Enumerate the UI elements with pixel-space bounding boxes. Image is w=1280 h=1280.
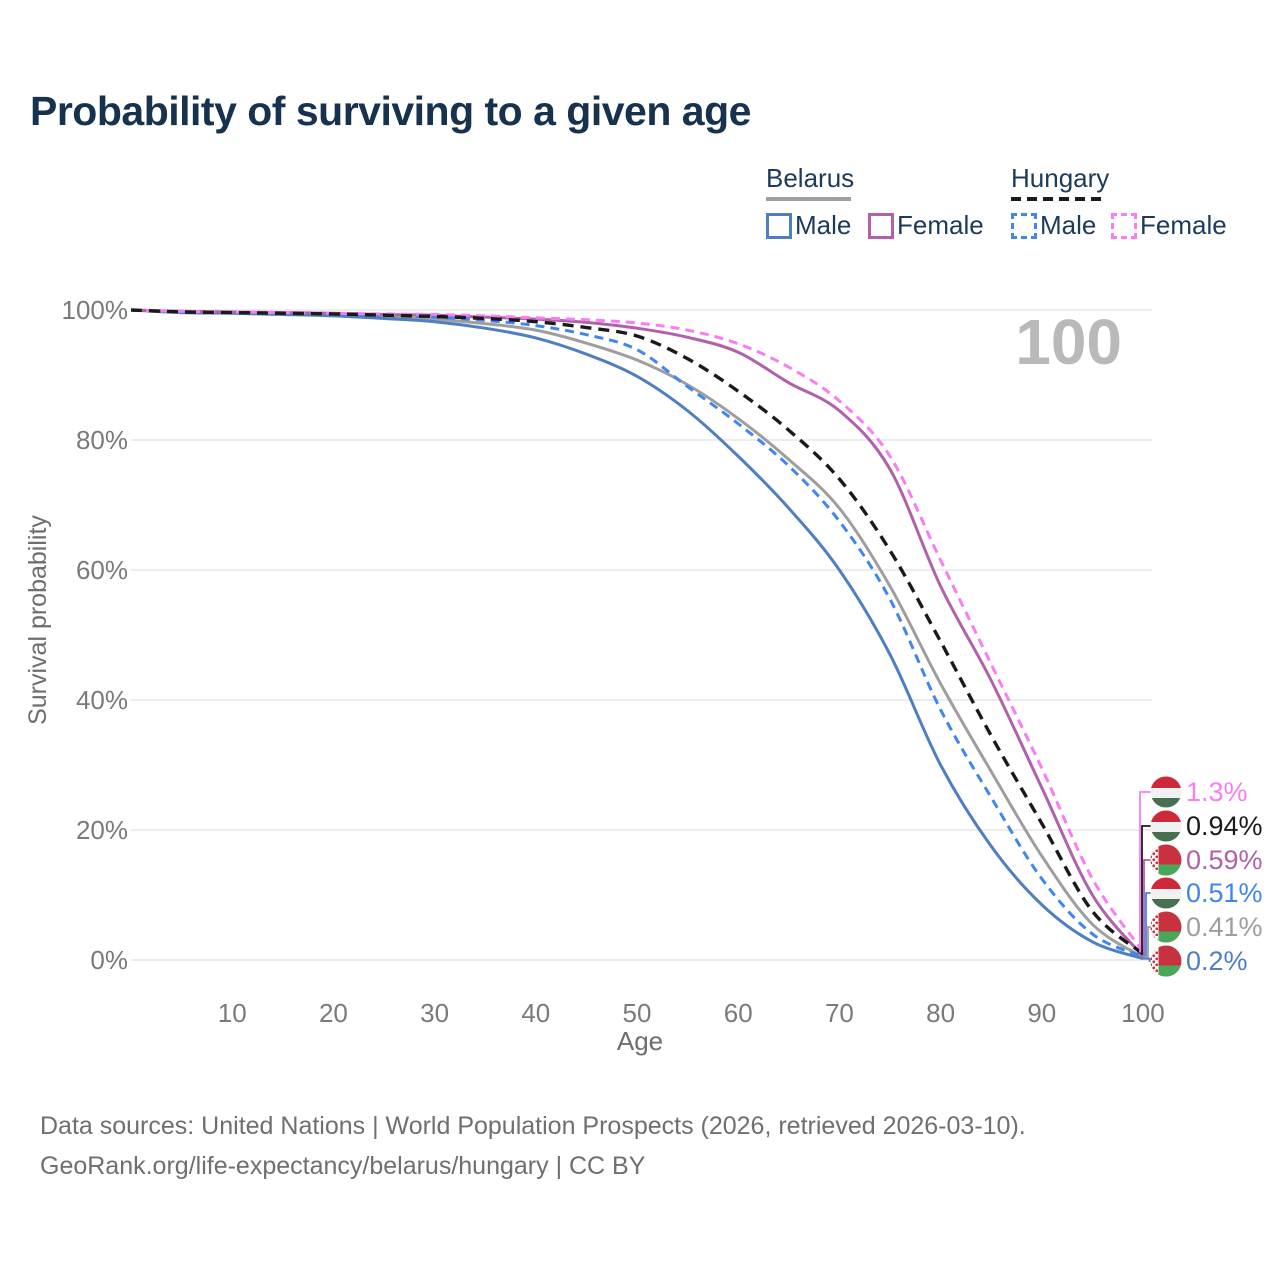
legend-item-belarus-female[interactable]: Female bbox=[868, 210, 984, 241]
end-label-connector bbox=[1143, 926, 1151, 959]
y-tick-label: 40% bbox=[76, 685, 128, 715]
footer: Data sources: United Nations | World Pop… bbox=[40, 1106, 1026, 1186]
hungary-line-sample bbox=[1011, 197, 1104, 201]
x-tick-label: 20 bbox=[319, 998, 348, 1028]
legend-group-hungary: Hungary Male Female bbox=[1011, 163, 1227, 241]
end-label-connector bbox=[1143, 957, 1151, 962]
survival-curve-hungary-male[interactable] bbox=[130, 308, 1144, 959]
hungary-flag-icon bbox=[1150, 776, 1182, 808]
y-tick-label: 80% bbox=[76, 425, 128, 455]
footer-attribution: GeoRank.org/life-expectancy/belarus/hung… bbox=[40, 1152, 646, 1180]
hungary-flag-icon bbox=[1150, 810, 1182, 842]
watermark: 100 bbox=[1015, 306, 1122, 378]
legend-country-belarus[interactable]: Belarus bbox=[766, 163, 855, 193]
x-tick-label: 100 bbox=[1121, 998, 1164, 1028]
page-title: Probability of surviving to a given age bbox=[30, 88, 751, 134]
y-tick-label: 20% bbox=[76, 815, 128, 845]
y-tick-label: 60% bbox=[76, 555, 128, 585]
survival-curve-hungary-female[interactable] bbox=[130, 308, 1145, 953]
end-label-value: 0.51% bbox=[1186, 878, 1263, 908]
x-tick-label: 40 bbox=[521, 998, 550, 1028]
x-tick-label: 30 bbox=[420, 998, 449, 1028]
end-label-value: 0.2% bbox=[1186, 946, 1248, 976]
survival-curve-belarus-female[interactable] bbox=[130, 308, 1145, 958]
x-tick-label: 70 bbox=[825, 998, 854, 1028]
legend-item-hungary-male[interactable]: Male bbox=[1011, 210, 1096, 241]
legend-group-belarus: Belarus Male Female bbox=[766, 163, 984, 241]
footer-sources: Data sources: United Nations | World Pop… bbox=[40, 1112, 1026, 1140]
x-tick-label: 80 bbox=[926, 998, 955, 1028]
belarus-male-swatch-icon bbox=[766, 212, 792, 239]
y-tick-label: 100% bbox=[62, 295, 129, 325]
legend-label-hungary-female: Female bbox=[1140, 210, 1227, 240]
end-label-value: 0.94% bbox=[1186, 811, 1263, 841]
belarus-flag-icon bbox=[1150, 945, 1182, 977]
end-label-value: 0.59% bbox=[1186, 845, 1263, 875]
end-label-value: 0.41% bbox=[1186, 912, 1263, 942]
hungary-flag-icon bbox=[1150, 877, 1182, 909]
x-tick-label: 10 bbox=[218, 998, 247, 1028]
x-tick-label: 50 bbox=[623, 998, 652, 1028]
y-tick-label: 0% bbox=[90, 945, 128, 975]
end-label-value: 1.3% bbox=[1186, 777, 1248, 807]
hungary-male-swatch-icon bbox=[1011, 212, 1037, 239]
end-label-connector bbox=[1143, 859, 1151, 958]
legend-label-belarus-female: Female bbox=[897, 210, 984, 240]
belarus-flag-icon bbox=[1150, 844, 1182, 876]
survival-curve-hungary-both-sexes[interactable] bbox=[130, 308, 1145, 956]
x-tick-label: 60 bbox=[724, 998, 753, 1028]
survival-curve-belarus-male[interactable] bbox=[130, 308, 1144, 961]
y-axis-title: Survival probability bbox=[24, 515, 52, 725]
belarus-female-swatch-icon bbox=[868, 212, 894, 239]
legend-label-belarus-male: Male bbox=[795, 210, 852, 240]
legend-country-hungary[interactable]: Hungary bbox=[1011, 163, 1110, 193]
survival-curve-belarus-both-sexes[interactable] bbox=[130, 308, 1144, 959]
x-axis-title: Age bbox=[617, 1026, 663, 1056]
end-label-connector bbox=[1141, 825, 1151, 955]
hungary-female-swatch-icon bbox=[1111, 212, 1137, 239]
legend-item-hungary-female[interactable]: Female bbox=[1111, 210, 1227, 241]
legend-item-belarus-male[interactable]: Male bbox=[766, 210, 851, 241]
legend-label-hungary-male: Male bbox=[1040, 210, 1097, 240]
belarus-flag-icon bbox=[1150, 911, 1182, 943]
x-tick-label: 90 bbox=[1027, 998, 1056, 1028]
belarus-line-sample bbox=[766, 197, 851, 201]
